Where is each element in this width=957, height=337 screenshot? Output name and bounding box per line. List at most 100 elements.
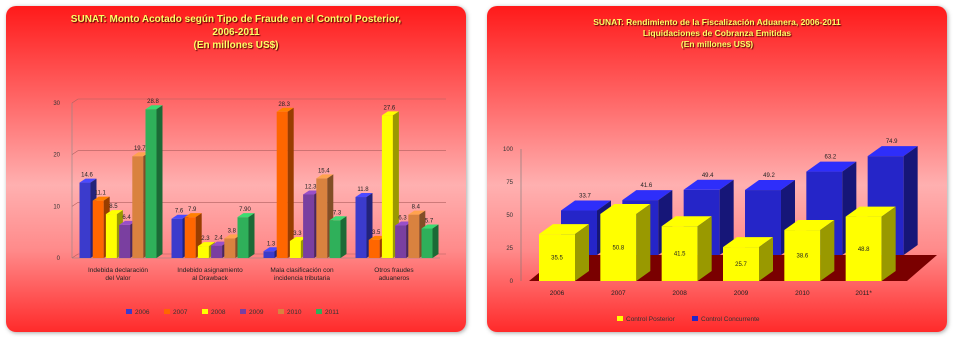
left-bar-2009-top <box>211 241 229 246</box>
left-category-label: del Valor <box>105 275 131 282</box>
left-bar-2007-top <box>92 196 110 201</box>
left-legend-label: 2010 <box>287 309 302 316</box>
right-bar-control-concurrente-top <box>622 190 673 201</box>
left-y-tick-label: 0 <box>57 256 61 262</box>
right-bar-control-concurrente-top <box>745 180 795 191</box>
right-bar-control-posterior <box>784 220 835 281</box>
right-bar-control-posterior <box>723 237 773 281</box>
left-bar-2008-top <box>289 236 307 241</box>
left-bar-2007-front <box>184 217 196 258</box>
left-bar-2011-front <box>145 109 157 258</box>
right-bar-control-posterior-front <box>723 247 759 281</box>
left-category-label: Otros fraudes <box>374 267 414 274</box>
left-data-label: 7.6 <box>175 209 184 215</box>
left-legend-swatch-2010 <box>278 309 284 314</box>
left-category-label: Mala clasificación con <box>270 267 334 274</box>
right-data-label-posterior: 41.5 <box>674 252 686 258</box>
right-bar-control-posterior-front <box>600 213 637 281</box>
right-data-label-posterior: 50.8 <box>612 245 624 251</box>
right-bar-control-posterior-front <box>661 226 698 281</box>
left-data-label: 2.4 <box>214 236 223 242</box>
left-bar-2006-front <box>79 182 91 258</box>
left-grid-diag-0 <box>71 253 79 259</box>
right-bar-control-posterior-side <box>697 216 712 281</box>
right-data-label-concurrente: 33.7 <box>579 194 591 200</box>
left-bar-2007-front <box>92 200 104 258</box>
right-bar-control-posterior-top <box>661 216 712 227</box>
left-bar-2006-top <box>79 178 97 183</box>
left-grid-diag-3 <box>71 98 79 104</box>
left-legend-swatch-2009 <box>240 309 246 314</box>
left-chart-title-line-3: (En millones US$) <box>193 40 279 51</box>
left-bar-2011-top <box>237 213 255 218</box>
right-category-label: 2008 <box>672 290 687 297</box>
right-data-label-posterior: 35.5 <box>551 256 563 262</box>
right-chart-title-line-1: SUNAT: Rendimiento de la Fiscalización A… <box>593 17 841 27</box>
left-data-label: 7.90 <box>239 207 251 213</box>
right-bar-control-posterior-side <box>636 203 651 281</box>
left-bar-2008-side <box>392 111 399 259</box>
left-bar-2006-top <box>355 193 373 198</box>
left-category-label: Indebido asignamiento <box>177 267 243 274</box>
left-chart-title-line-2: 2006-2011 <box>212 27 260 38</box>
left-y-tick-label: 10 <box>53 204 60 210</box>
right-y-tick-label: 25 <box>506 246 513 252</box>
left-bar-2010-top <box>132 152 150 157</box>
left-bar-2011-front <box>329 220 341 258</box>
left-bar-2007-side <box>287 107 294 259</box>
left-bar-2006-top <box>171 214 189 219</box>
left-data-label: 19.7 <box>134 146 146 152</box>
left-bar-2011-side <box>156 105 163 258</box>
left-data-label: 15.4 <box>318 168 330 174</box>
left-bar-2011-front <box>237 217 249 258</box>
right-bar-control-posterior <box>539 224 589 281</box>
left-legend-swatch-2008 <box>202 309 208 314</box>
left-chart-panel: SUNAT: Monto Acotado según Tipo de Fraud… <box>6 6 466 332</box>
left-bar-2007-top <box>184 213 202 218</box>
right-chart-panel: SUNAT: Rendimiento de la Fiscalización A… <box>487 6 947 332</box>
right-bar-control-posterior-front <box>784 230 821 281</box>
left-bar-2009-front <box>119 224 131 258</box>
right-bar-control-concurrente-top <box>683 179 734 190</box>
left-data-label: 27.6 <box>384 105 396 111</box>
left-data-label: 2.3 <box>201 236 210 242</box>
left-bar-2011-top <box>329 216 347 221</box>
left-legend-label: 2008 <box>211 309 226 316</box>
left-data-label: 3.3 <box>293 231 302 237</box>
right-data-label-posterior: 25.7 <box>735 262 747 268</box>
left-grid-diag-1 <box>71 202 79 207</box>
left-data-label: 11.8 <box>357 187 369 193</box>
left-legend-label: 2011 <box>325 309 339 316</box>
left-bar-2011 <box>329 216 347 258</box>
right-bar-control-posterior-top <box>723 237 773 248</box>
left-data-label: 1.3 <box>267 241 276 247</box>
right-bar-control-concurrente-side <box>903 146 918 255</box>
right-bar-control-concurrente <box>806 161 857 255</box>
right-category-label: 2010 <box>795 290 810 297</box>
right-data-label-posterior: 48.8 <box>858 247 870 253</box>
left-category-label: aduaneros <box>379 275 410 282</box>
left-bar-2009-front <box>303 194 315 258</box>
left-category-label: al Drawback <box>192 275 229 282</box>
right-category-label: 2011* <box>855 290 872 297</box>
right-y-tick-label: 0 <box>510 279 514 285</box>
left-legend-label: 2009 <box>249 309 264 316</box>
right-data-label-concurrente: 49.2 <box>763 173 775 179</box>
right-bar-control-posterior-front <box>845 216 882 281</box>
left-y-tick-label: 20 <box>53 153 60 159</box>
left-bar-2007-top <box>276 107 294 112</box>
right-category-label: 2007 <box>611 290 626 297</box>
right-legend-swatch-concurrente <box>692 316 698 321</box>
left-legend-swatch-2006 <box>126 309 132 314</box>
right-bar-control-concurrente-top <box>867 146 918 157</box>
right-bar-control-posterior <box>600 203 651 281</box>
left-bar-2011-side <box>340 216 347 258</box>
left-chart-title-line-1: SUNAT: Monto Acotado según Tipo de Fraud… <box>70 14 402 25</box>
left-bar-2011-top <box>421 224 439 229</box>
left-bar-2006-front <box>171 218 183 258</box>
left-legend-swatch-2007 <box>164 309 170 314</box>
left-bar-2011-side <box>432 224 439 258</box>
left-data-label: 28.3 <box>278 102 290 108</box>
left-y-tick-label: 30 <box>53 101 60 107</box>
right-chart-title-line-3: (En millones US$) <box>680 39 754 49</box>
